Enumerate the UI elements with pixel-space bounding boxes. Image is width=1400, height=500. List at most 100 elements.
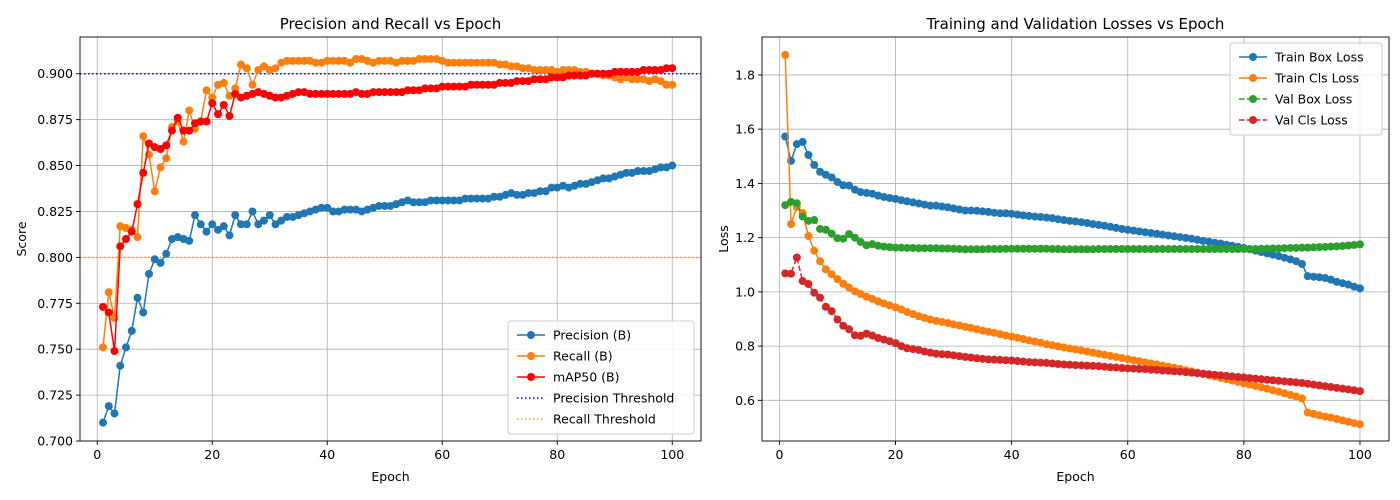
data-point <box>1094 245 1103 254</box>
y-tick-label: 0.725 <box>37 388 73 403</box>
data-point <box>311 89 320 98</box>
data-point <box>386 88 395 97</box>
data-point <box>1268 376 1277 385</box>
data-point <box>1332 242 1341 251</box>
data-point <box>1117 364 1126 373</box>
data-point <box>1001 356 1010 365</box>
data-point <box>1245 374 1254 383</box>
legend-entry-train-cls-loss: Train Cls Loss <box>1239 71 1359 86</box>
data-point <box>1141 365 1150 374</box>
data-point <box>1100 362 1109 371</box>
data-point <box>421 84 429 93</box>
data-point <box>214 225 222 234</box>
data-point <box>536 66 544 75</box>
y-tick-label: 0.700 <box>37 434 73 449</box>
data-point <box>323 56 332 65</box>
x-tick-label: 100 <box>1348 447 1372 462</box>
data-point <box>541 187 550 196</box>
data-point <box>599 69 608 78</box>
data-point <box>1210 245 1219 254</box>
data-point <box>1181 368 1190 377</box>
data-point <box>444 196 452 205</box>
data-point <box>668 64 677 73</box>
y-tick-label: 1.4 <box>735 176 755 191</box>
data-point <box>472 58 481 67</box>
data-point <box>294 88 303 97</box>
data-point <box>300 56 309 65</box>
data-point <box>996 209 1005 218</box>
y-tick-label: 0.800 <box>37 250 73 265</box>
data-point <box>845 283 854 292</box>
data-point <box>978 207 987 216</box>
data-point <box>949 244 958 253</box>
y-tick-label: 0.8 <box>735 339 755 354</box>
data-point <box>375 88 383 97</box>
data-point <box>1123 364 1132 373</box>
data-point <box>816 257 825 266</box>
data-point <box>1181 245 1190 254</box>
data-point <box>662 80 671 89</box>
data-point <box>879 242 888 251</box>
data-point <box>530 66 539 75</box>
legend-swatch-marker <box>1249 95 1257 103</box>
data-point <box>850 331 859 340</box>
data-point <box>311 58 320 67</box>
data-point <box>1280 244 1289 253</box>
data-point <box>398 56 406 65</box>
data-point <box>1077 361 1086 370</box>
data-point <box>645 66 654 75</box>
legend-label: Train Box Loss <box>1274 50 1364 65</box>
data-point <box>1048 245 1057 254</box>
data-point <box>449 58 458 67</box>
data-point <box>1297 259 1306 268</box>
x-tick-label: 20 <box>204 447 220 462</box>
data-point <box>810 160 819 169</box>
legend-box <box>1229 42 1383 136</box>
legend-entry-recall-b: Recall (B) <box>517 349 613 364</box>
data-point <box>1309 272 1318 281</box>
x-tick-label: 0 <box>93 447 101 462</box>
data-point <box>885 243 894 252</box>
data-point <box>1065 245 1074 254</box>
data-point <box>972 354 981 363</box>
data-point <box>208 99 217 108</box>
data-point <box>495 78 504 87</box>
data-point <box>426 55 435 64</box>
data-point <box>1228 372 1237 381</box>
data-point <box>1303 243 1312 252</box>
data-point <box>380 88 389 97</box>
data-point <box>133 233 142 242</box>
y-axis-label: Loss <box>716 225 731 252</box>
data-point <box>639 167 648 176</box>
legend-entry-precision-b: Precision (B) <box>517 328 631 343</box>
data-point <box>1187 245 1196 254</box>
data-point <box>972 206 981 215</box>
chart-panel-2: 0 20 40 60 80 100 0.6 0.8 1.0 1.2 1.4 1.6 1.8 Trainin… <box>716 15 1390 484</box>
data-point <box>1007 356 1016 365</box>
data-point <box>478 194 487 203</box>
data-point <box>196 220 205 229</box>
data-point <box>787 220 796 229</box>
data-point <box>478 80 487 89</box>
data-point <box>564 71 573 80</box>
data-point <box>116 361 125 370</box>
data-point <box>260 216 268 225</box>
data-point <box>530 75 539 84</box>
data-point <box>937 350 946 359</box>
x-tick-label: 80 <box>549 447 565 462</box>
data-point <box>133 293 142 302</box>
legend-label: mAP50 (B) <box>553 370 619 385</box>
x-tick-label: 20 <box>888 447 904 462</box>
data-point <box>1187 368 1196 377</box>
data-point <box>455 82 464 91</box>
data-point <box>1216 245 1225 254</box>
data-point <box>179 137 188 146</box>
data-point <box>449 196 458 205</box>
data-point <box>237 220 245 229</box>
legend-entry-val-cls-loss: Val Cls Loss <box>1239 113 1348 128</box>
data-point <box>914 244 923 253</box>
data-point <box>850 233 859 242</box>
data-point <box>1199 245 1208 254</box>
data-point <box>329 56 337 65</box>
data-point <box>1036 244 1045 253</box>
